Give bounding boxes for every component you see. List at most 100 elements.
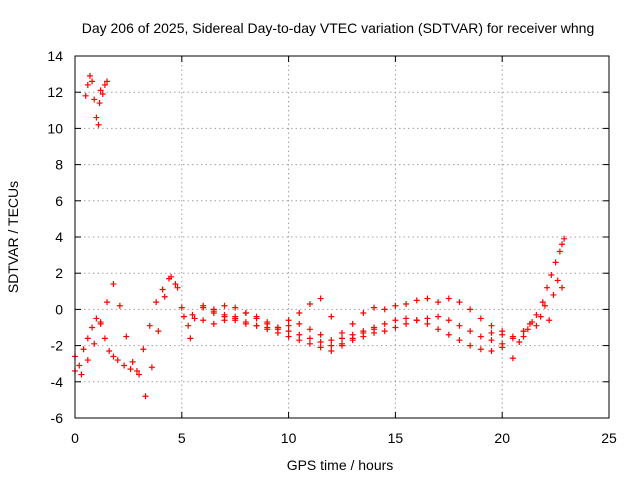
data-point [552,259,559,266]
data-point [556,248,563,255]
data-point [371,329,378,336]
data-point [561,235,568,242]
data-point [499,331,506,338]
data-point [559,284,566,291]
series-late-rise [488,235,568,342]
data-point [93,114,100,121]
data-point [537,313,544,320]
data-point [129,358,136,365]
data-point [371,324,378,331]
data-point [306,340,313,347]
data-point [274,324,281,331]
data-point [392,302,399,309]
data-point [371,304,378,311]
series-late-spread [516,277,566,345]
series-track-1 [72,275,378,374]
data-point [445,331,452,338]
data-point [509,355,516,362]
data-point [153,299,160,306]
chart-title: Day 206 of 2025, Sidereal Day-to-day VTE… [82,20,595,36]
data-point [328,313,335,320]
data-point [123,333,130,340]
data-point [529,319,536,326]
data-point [296,331,303,338]
data-point [413,297,420,304]
data-point [232,304,239,311]
data-point [524,326,531,333]
x-tick-label: 5 [178,430,186,446]
x-tick-labels: 0 5 10 15 20 25 [71,430,617,446]
data-point [101,335,108,342]
data-point [520,333,527,340]
x-tick-label: 0 [71,430,79,446]
data-point [296,310,303,317]
data-point [172,281,179,288]
data-point [499,344,506,351]
data-point [180,313,187,320]
data-point [142,393,149,400]
data-point [185,322,192,329]
data-point [95,121,102,128]
data-point [101,81,108,88]
data-point [541,302,548,309]
y-tick-label: 4 [55,229,63,245]
data-point [285,333,292,340]
data-point [78,371,85,378]
data-point [546,317,553,324]
x-tick-label: 15 [388,430,404,446]
data-point [317,331,324,338]
data-point [381,328,388,335]
data-point [200,302,207,309]
y-tick-labels: -6 -4 -2 0 2 4 6 8 10 12 14 [47,48,63,426]
data-point [168,273,175,280]
x-axis-label: GPS time / hours [287,457,394,473]
data-point [456,322,463,329]
data-point [554,277,561,284]
y-tick-label: 14 [47,48,63,64]
data-point [435,299,442,306]
data-point [339,335,345,342]
data-point [550,291,557,298]
data-point [403,320,410,327]
data-point [306,300,313,307]
data-point [159,286,166,293]
data-point [548,272,555,279]
data-point [360,329,367,336]
data-point [93,315,100,322]
y-axis-label: SDTVAR / TECUs [5,181,21,293]
data-point [413,317,420,324]
data-point [328,348,335,355]
data-point [210,306,217,313]
data-point [84,357,91,364]
data-point [264,326,271,333]
y-tick-label: -2 [51,338,64,354]
data-point [274,329,281,336]
data-point [285,317,292,324]
data-point [104,299,111,306]
y-tick-label: 0 [55,301,63,317]
data-point [467,328,474,335]
series-track-3 [189,302,516,362]
data-point [533,311,540,318]
data-point [456,299,463,306]
grid [75,56,609,418]
data-point [127,366,134,373]
data-point [488,329,495,336]
data-point [191,315,198,322]
data-point [516,338,523,345]
data-point [187,335,194,342]
data-point [509,335,516,342]
data-point [76,362,83,369]
data-points [72,72,568,400]
data-point [539,299,546,306]
data-point [435,313,442,320]
data-point [360,310,367,317]
data-point [221,302,228,309]
data-point [99,91,106,98]
data-point [84,81,91,88]
data-point [306,326,313,333]
x-tick-label: 20 [494,430,510,446]
data-point [381,306,388,313]
data-point [467,306,474,313]
data-point [339,329,345,336]
